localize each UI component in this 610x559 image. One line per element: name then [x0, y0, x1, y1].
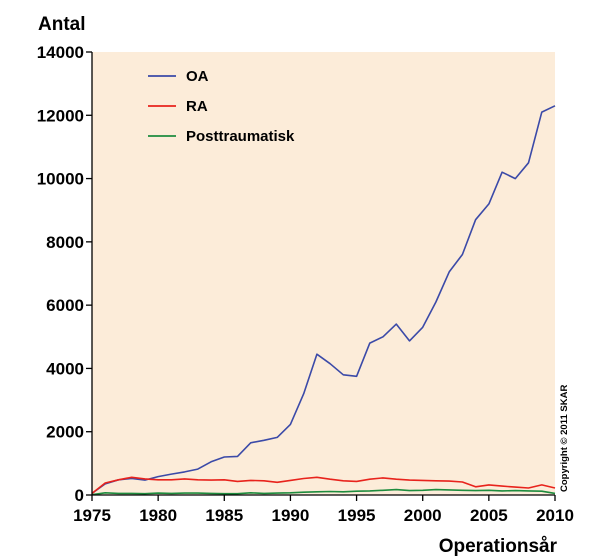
x-tick-label: 2010	[536, 506, 574, 525]
legend-label-ra: RA	[186, 98, 208, 115]
legend-label-oa: OA	[186, 68, 209, 85]
series-layer	[91, 105, 556, 496]
plot-area	[92, 52, 555, 495]
x-tick-label: 2000	[404, 506, 442, 525]
x-tick-label: 2005	[470, 506, 508, 525]
x-axis-title: Operationsår	[439, 536, 558, 557]
series-line-ra	[91, 476, 556, 495]
axes-layer: 0 2000 4000 6000 8000 10000 12000 14000 1975 1980…	[37, 43, 574, 525]
y-tick-label: 14000	[37, 43, 84, 62]
copyright-notice: Copyright © 2011 SKAR	[559, 385, 570, 492]
y-tick-label: 6000	[46, 296, 84, 315]
x-tick-label: 1980	[139, 506, 177, 525]
series-line-posttraumatisk	[91, 488, 556, 496]
y-tick-label: 0	[75, 486, 84, 505]
y-axis-title: Antal	[38, 14, 86, 35]
x-tick-label: 1990	[272, 506, 310, 525]
y-tick-label: 4000	[46, 359, 84, 378]
series-line-oa	[91, 105, 556, 495]
x-tick-label: 1985	[205, 506, 243, 525]
legend-label-posttraumatisk: Posttraumatisk	[186, 128, 295, 145]
y-tick-label: 8000	[46, 233, 84, 252]
legend: OA RA Posttraumatisk	[148, 68, 295, 145]
y-tick-label: 2000	[46, 423, 84, 442]
y-tick-label: 12000	[37, 106, 84, 125]
y-tick-label: 10000	[37, 170, 84, 189]
x-tick-label: 1995	[338, 506, 376, 525]
x-tick-label: 1975	[73, 506, 111, 525]
